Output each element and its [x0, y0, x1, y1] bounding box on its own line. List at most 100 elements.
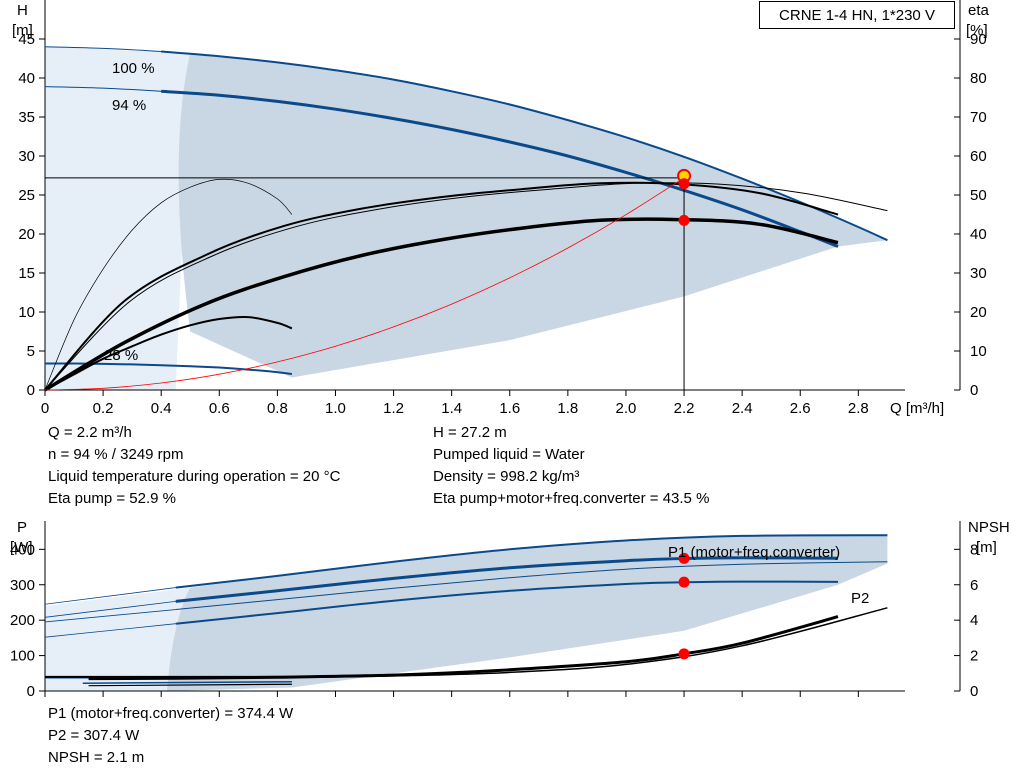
y-right-tick-label: 50	[970, 187, 987, 204]
y-left-tick-label: 45	[18, 31, 35, 48]
label-p2: P2	[851, 590, 869, 607]
x-tick-label: 0.2	[93, 400, 114, 417]
y-right-tick-label: 10	[970, 343, 987, 360]
y-left-label: H	[17, 2, 28, 19]
eta-curve-28-thin	[44, 178, 293, 391]
info-line: NPSH = 2.1 m	[48, 749, 145, 766]
info-line: P2 = 307.4 W	[48, 727, 140, 744]
y-right-tick-label-bottom: 2	[970, 648, 978, 665]
power-curve-ext	[44, 600, 176, 618]
y-left-tick-label: 35	[18, 109, 35, 126]
speed-label-100: 100 %	[112, 60, 155, 77]
x-tick-label: 2.6	[790, 400, 811, 417]
duty-marker-bottom	[678, 648, 690, 660]
light-region-bottom	[45, 587, 191, 691]
y-right-tick-label: 30	[970, 265, 987, 282]
info-line: Pumped liquid = Water	[433, 446, 585, 463]
info-top-left: Q = 2.2 m³/h n = 94 % / 3249 rpm Liquid …	[48, 422, 340, 510]
y-right-tick-label: 70	[970, 109, 987, 126]
eta-pump-marker	[678, 178, 690, 190]
info-line: Eta pump+motor+freq.converter = 43.5 %	[433, 490, 710, 507]
y-left-unit-bottom: [W]	[10, 539, 33, 556]
y-left-tick-label-bottom: 400	[10, 541, 35, 558]
curve-94	[161, 89, 839, 248]
y-left-tick-label: 20	[18, 226, 35, 243]
power-curve	[175, 580, 839, 625]
x-tick-label: 2.4	[732, 400, 753, 417]
system-curve	[44, 177, 685, 391]
x-tick-label: 1.2	[383, 400, 404, 417]
x-tick-label: 2.2	[674, 400, 695, 417]
info-line: Density = 998.2 kg/m³	[433, 468, 580, 485]
x-tick-label: 1.8	[557, 400, 578, 417]
chart-title-box: CRNE 1-4 HN, 1*230 V	[759, 1, 955, 29]
y-right-tick-label-bottom: 8	[970, 541, 978, 558]
y-right-label: eta	[968, 2, 990, 19]
y-left-tick-label-bottom: 100	[10, 648, 35, 665]
eta-total-curve	[44, 217, 839, 392]
power-curve-28-p2	[82, 681, 292, 684]
duty-marker-bottom	[678, 576, 690, 588]
y-right-label-bottom: NPSH	[968, 519, 1010, 536]
power-curve	[175, 534, 888, 589]
y-left-tick-label: 25	[18, 187, 35, 204]
y-left-tick-label: 0	[27, 382, 35, 399]
x-tick-label: 0.6	[209, 400, 230, 417]
power-curve-ext	[44, 623, 176, 638]
x-tick-label: 0.8	[267, 400, 288, 417]
x-axis-label: Q [m³/h]	[890, 400, 944, 417]
y-right-unit-bottom: [m]	[976, 539, 997, 556]
y-left-unit: [m]	[12, 22, 33, 39]
y-right-tick-label: 60	[970, 148, 987, 165]
y-right-unit: [%]	[966, 22, 988, 39]
y-left-tick-label-bottom: 200	[10, 612, 35, 629]
y-left-label-bottom: P	[17, 519, 27, 536]
power-curve	[175, 561, 888, 610]
y-right-tick-label-bottom: 6	[970, 577, 978, 594]
y-left-tick-label-bottom: 0	[27, 683, 35, 700]
light-region	[45, 46, 191, 391]
eta-curve-94	[44, 181, 839, 391]
y-right-tick-label-bottom: 4	[970, 612, 978, 629]
y-right-tick-label-bottom: 0	[970, 683, 978, 700]
eta-curve-28	[44, 315, 293, 391]
power-curve-ext	[44, 587, 176, 605]
x-tick-label: 2.8	[848, 400, 869, 417]
eta-curve-100	[44, 182, 888, 391]
info-line: Q = 2.2 m³/h	[48, 424, 132, 441]
x-tick-label: 0	[41, 400, 49, 417]
info-line: Eta pump = 52.9 %	[48, 490, 176, 507]
power-curve	[175, 556, 839, 603]
y-left-tick-label: 15	[18, 265, 35, 282]
y-right-tick-label: 80	[970, 70, 987, 87]
npsh-curve	[88, 615, 839, 681]
operating-region-bottom	[167, 535, 888, 691]
x-tick-label: 2.0	[616, 400, 637, 417]
info-line: P1 (motor+freq.converter) = 374.4 W	[48, 705, 294, 722]
power-curve-ext	[44, 609, 176, 623]
chart-title: CRNE 1-4 HN, 1*230 V	[779, 7, 935, 24]
y-left-tick-label: 40	[18, 70, 35, 87]
y-left-tick-label: 5	[27, 343, 35, 360]
y-left-tick-label: 30	[18, 148, 35, 165]
y-left-tick-label-bottom: 300	[10, 577, 35, 594]
info-line: H = 27.2 m	[433, 424, 507, 441]
label-p1: P1 (motor+freq.converter)	[668, 544, 840, 561]
info-line: n = 94 % / 3249 rpm	[48, 446, 184, 463]
y-right-tick-label: 90	[970, 31, 987, 48]
y-left-tick-label: 10	[18, 304, 35, 321]
curve-100	[161, 50, 888, 242]
info-bottom: P1 (motor+freq.converter) = 374.4 W P2 =…	[48, 703, 293, 769]
x-tick-label: 1.4	[441, 400, 462, 417]
x-tick-label: 1.6	[499, 400, 520, 417]
duty-marker-bottom	[678, 552, 690, 564]
speed-label-94: 94 %	[112, 97, 146, 114]
y-right-tick-label: 40	[970, 226, 987, 243]
x-tick-label: 1.0	[325, 400, 346, 417]
eta-total-marker	[678, 214, 690, 226]
y-right-tick-label: 0	[970, 382, 978, 399]
operating-region	[178, 53, 888, 378]
info-line: Liquid temperature during operation = 20…	[48, 468, 341, 485]
